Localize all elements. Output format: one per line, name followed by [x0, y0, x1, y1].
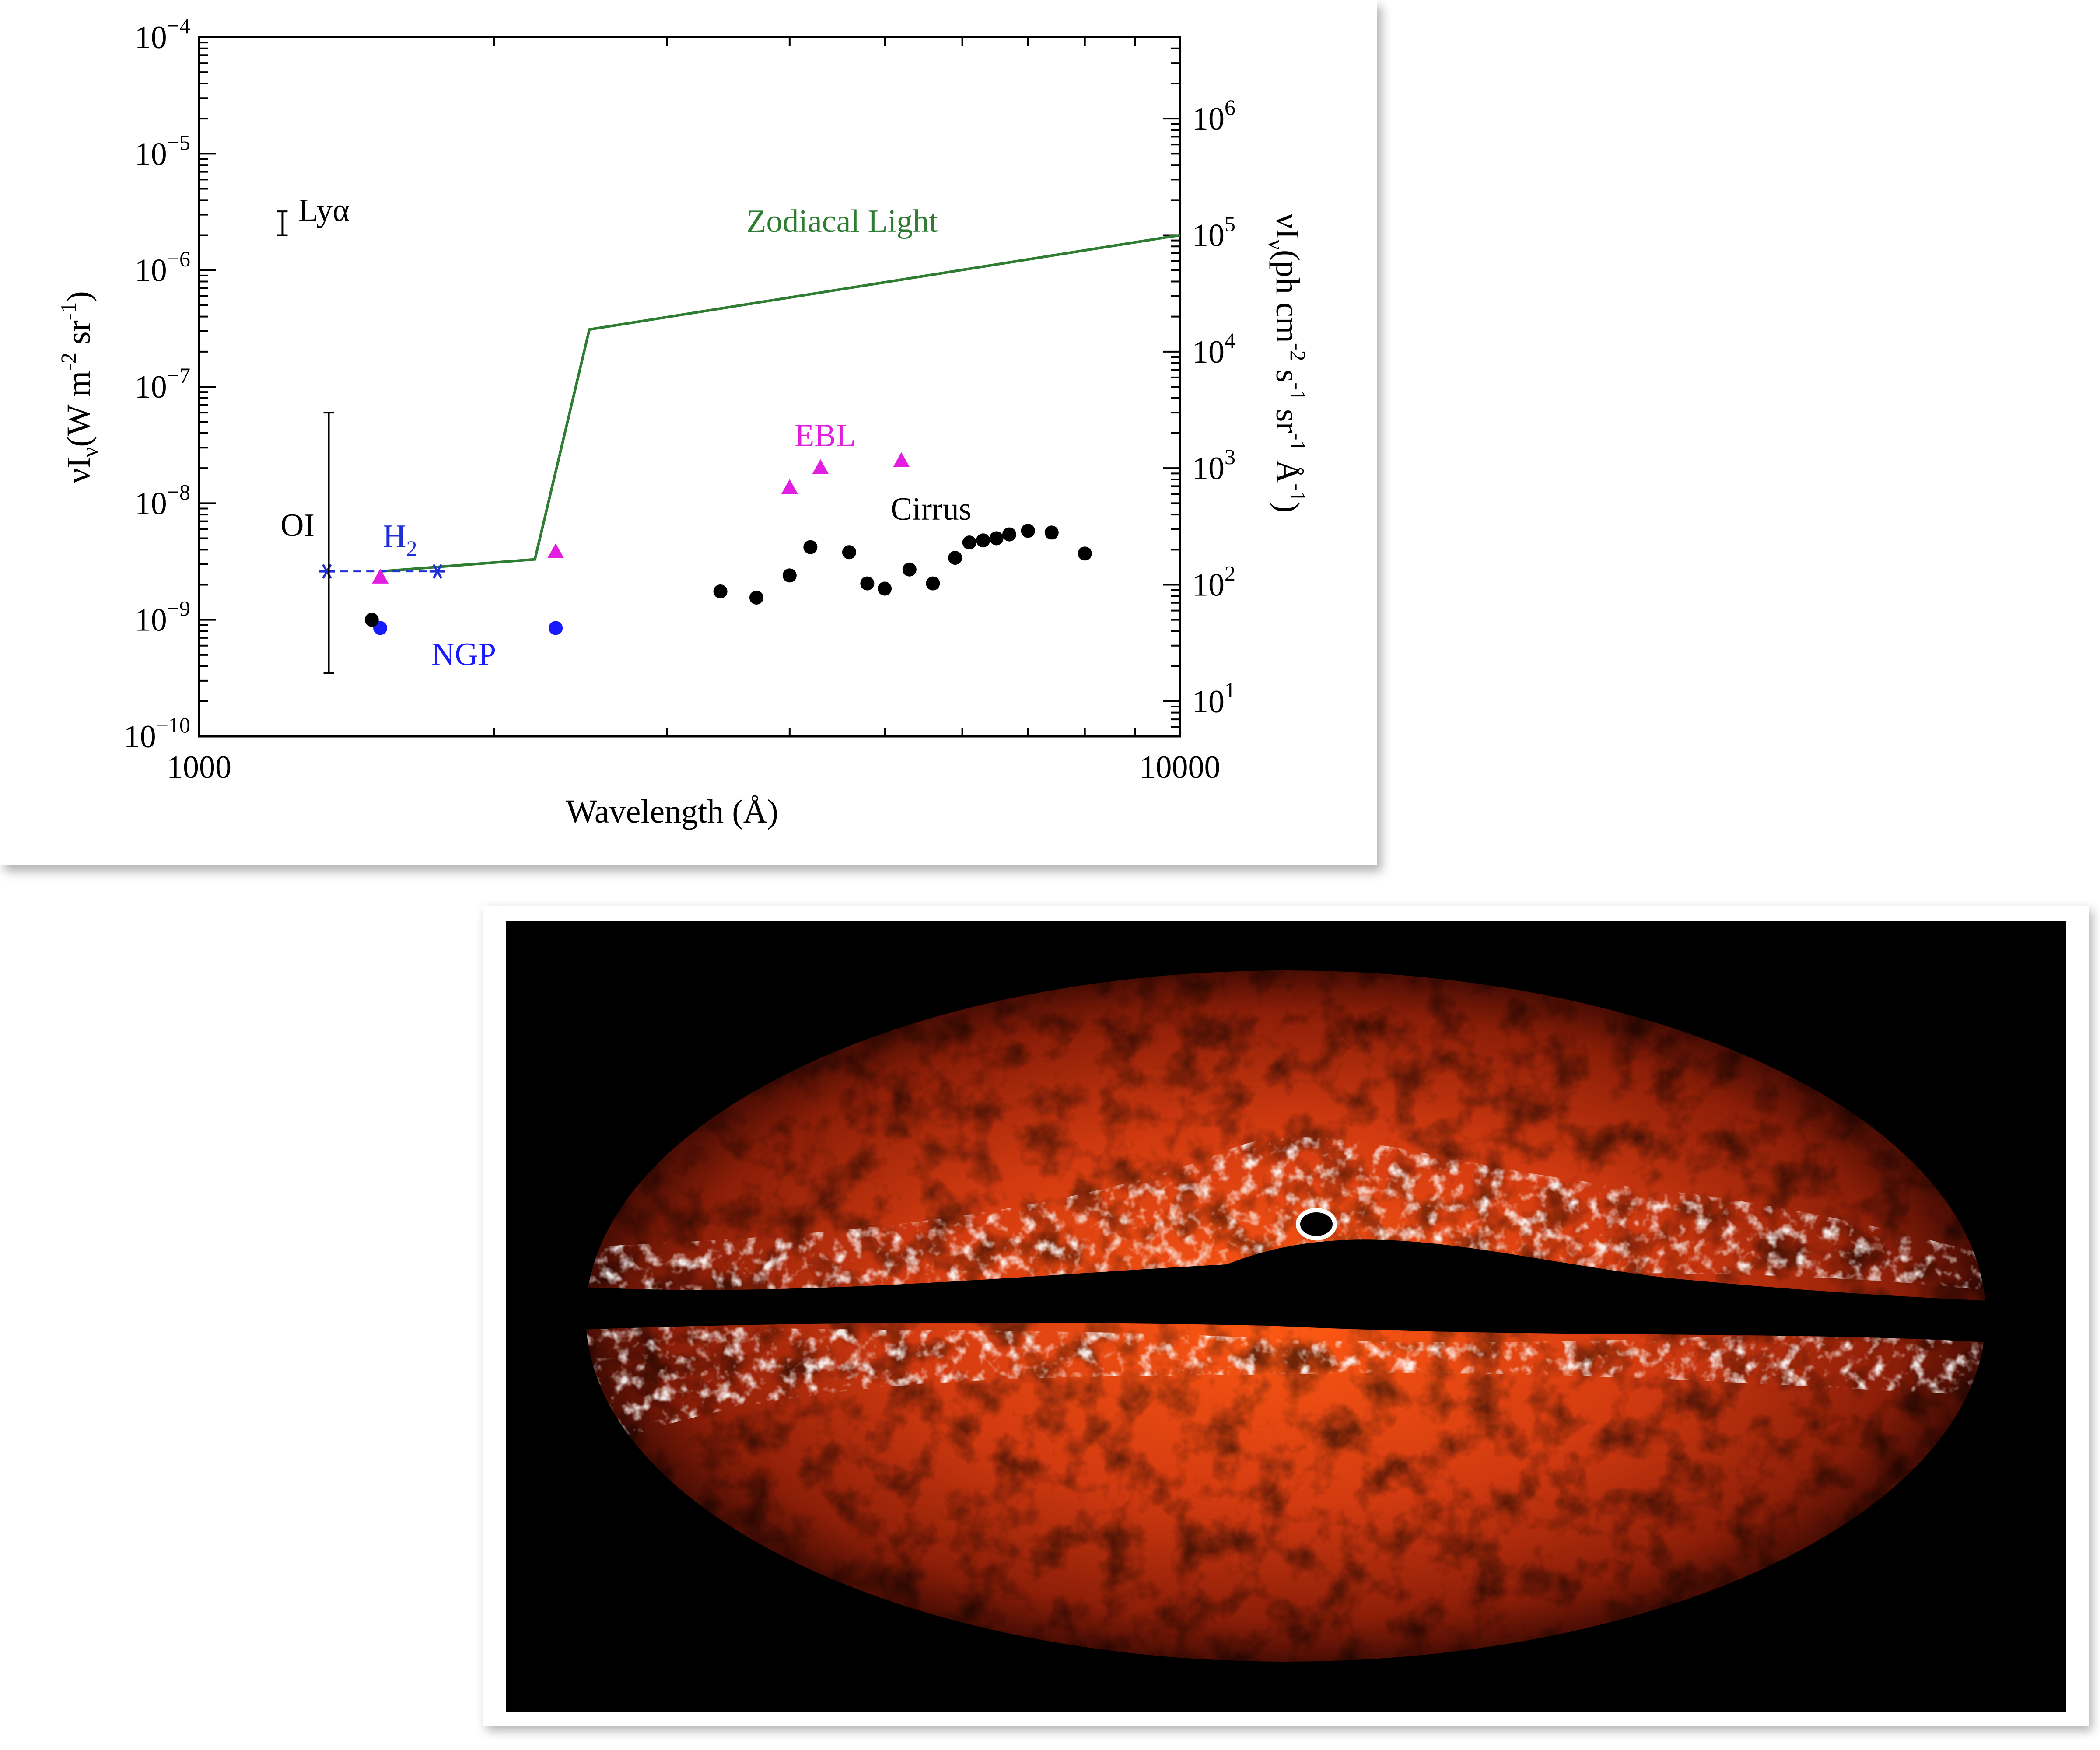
- oi-label: OI: [280, 508, 315, 543]
- ebl-point: [781, 479, 798, 494]
- y-tick-label: 10−5: [135, 130, 190, 172]
- h2-star-marker: [319, 564, 335, 579]
- y-tick-label: 10−6: [135, 247, 190, 289]
- h2-star-stroke: [432, 564, 443, 579]
- h2-label: H2: [383, 518, 417, 560]
- cirrus-point: [1021, 524, 1035, 538]
- north-bright-band: [586, 1137, 1986, 1299]
- cirrus-point: [976, 533, 990, 548]
- y-tick-label: 10−10: [124, 713, 190, 755]
- cirrus-point: [1044, 525, 1059, 540]
- south-bright-band: [586, 1321, 1986, 1452]
- y-axis-label: νIν(W m-2 sr-1): [56, 291, 103, 483]
- spectrum-figure: 1000 10000 10−10 10−9 10−8 10−7 10−6 10−5 10−4 10…: [0, 0, 1377, 865]
- cirrus-point: [782, 568, 797, 583]
- cirrus-point: [878, 581, 892, 596]
- y-tick-label: 10−9: [135, 596, 190, 638]
- cirrus-point: [803, 540, 818, 554]
- y-tick-label: 10−4: [135, 14, 190, 56]
- x-tick-label: 1000: [167, 749, 231, 785]
- cirrus-point: [1002, 527, 1017, 542]
- zodiacal-light-label: Zodiacal Light: [746, 203, 938, 239]
- oi-error-bar: [323, 412, 334, 674]
- sky-projection: [586, 970, 1986, 1662]
- y-tick-label: 10−8: [135, 480, 190, 522]
- zodiacal-light-line: [380, 234, 1180, 573]
- ebl-point: [812, 459, 829, 474]
- ebl-point: [893, 452, 910, 467]
- cirrus-point: [989, 531, 1004, 546]
- y2-tick-label: 101: [1192, 678, 1236, 720]
- y2-tick-label: 105: [1192, 211, 1236, 253]
- cirrus-point: [842, 545, 856, 560]
- cirrus-point: [926, 576, 940, 591]
- cirrus-point: [948, 551, 962, 565]
- y2-tick-label: 103: [1192, 444, 1236, 486]
- h2-star-marker: [429, 564, 445, 579]
- ebl-point: [547, 543, 564, 558]
- galactic-plane-mask: [586, 1239, 1986, 1343]
- cirrus-label: Cirrus: [891, 491, 972, 527]
- cirrus-point: [1078, 546, 1092, 561]
- cirrus-point: [749, 590, 763, 605]
- all-sky-map-figure: [483, 906, 2089, 1726]
- y2-tick-label: 102: [1192, 561, 1236, 603]
- cirrus-point: [713, 584, 728, 598]
- cirrus-point: [902, 562, 917, 577]
- ngp-label: NGP: [431, 637, 496, 672]
- spectrum-plot: 1000 10000 10−10 10−9 10−8 10−7 10−6 10−5 10−4 10…: [56, 14, 1310, 830]
- bright-source-ring: [1296, 1208, 1337, 1240]
- y-tick-label: 10−7: [135, 363, 190, 405]
- lya-label: Lyα: [298, 192, 350, 228]
- all-sky-map: [506, 921, 2066, 1712]
- plot-frame: [198, 36, 1181, 738]
- x-axis-label: Wavelength (Å): [566, 793, 778, 830]
- cirrus-point: [364, 612, 379, 627]
- lya-error-bar: [277, 210, 288, 236]
- x-tick-label: 10000: [1140, 749, 1221, 785]
- ebl-label: EBL: [794, 418, 856, 454]
- y2-tick-label: 104: [1192, 328, 1236, 370]
- cirrus-point: [962, 536, 976, 550]
- y2-axis-label: νIν(ph cm-2 s-1 sr-1 Å-1): [1264, 214, 1310, 513]
- ngp-point: [549, 621, 563, 635]
- y2-tick-label: 106: [1192, 95, 1236, 137]
- ebl-point: [372, 568, 389, 584]
- cirrus-point: [860, 576, 875, 591]
